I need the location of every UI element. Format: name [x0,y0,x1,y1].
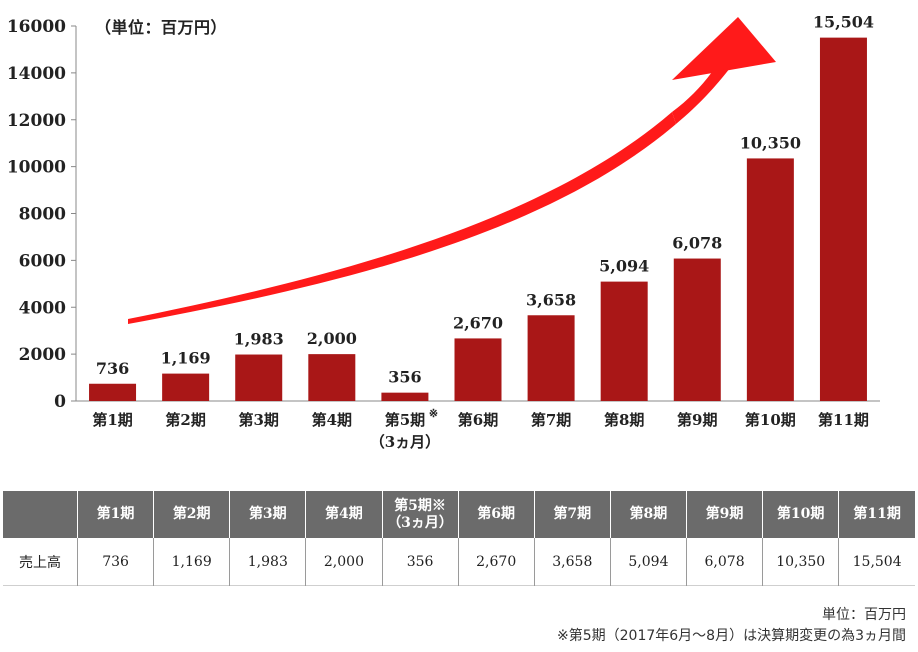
table-header-row: 第1期 第2期 第3期 第4期 第5期※ （3ヵ月） 第6期 第7期 第8期 第9… [3,491,915,538]
x-tick-label: 第1期 [92,411,132,429]
data-label: 2,000 [307,329,357,348]
table-header-cell: 第7期 [533,491,611,538]
sales-table: 第1期 第2期 第3期 第4期 第5期※ （3ヵ月） 第6期 第7期 第8期 第9… [3,491,915,586]
x-tick-label: 第9期 [677,411,717,429]
x-tick-label: 第4期 [312,411,352,429]
y-tick-label: 14000 [7,64,66,84]
bar [89,383,137,401]
data-label: 6,078 [672,234,722,253]
table-cell: 3,658 [533,538,611,586]
table-header-corner [3,491,78,538]
table-header-cell: 第4期 [305,491,382,538]
y-tick-label: 0 [54,392,66,412]
data-label: 3,658 [526,290,576,309]
x-tick-label: 第3期 [239,411,279,429]
growth-arrow-neck [672,68,730,124]
y-tick-label: 12000 [7,111,66,131]
data-label: 2,670 [453,313,503,332]
table-header-cell: 第1期 [76,491,154,538]
bar [308,354,356,401]
table-row: 売上高 736 1,169 1,983 2,000 356 2,670 3,65… [3,538,915,586]
table-header-cell: 第10期 [762,491,839,538]
bar [746,158,794,401]
footnote-note: ※第5期（2017年6月～8月）は決算期変更の為3ヵ月間 [557,628,906,644]
x-tick-note: ※ [429,407,438,420]
table-header-cell: 第5期※ （3ヵ月） [381,491,459,538]
bar [527,315,575,401]
y-tick-label: 6000 [19,251,66,271]
table-cell: 6,078 [685,538,763,586]
table-cell: 15,504 [838,538,915,586]
sales-chart: 0 2000 4000 6000 8000 10000 12000 14000 16000 736… [7,13,880,451]
bar [600,281,648,401]
x-tick-label: 第6期 [458,411,498,429]
x-tick-label: 第10期 [745,411,796,429]
table-header-cell: 第6期 [457,491,535,538]
y-tick-label: 8000 [19,205,66,225]
table-header-cell: 第9期 [685,491,763,538]
data-label: 736 [96,359,129,378]
x-tick-label: 第8期 [604,411,644,429]
x-tick-label: 第11期 [818,411,869,429]
growth-arrow-head [672,17,776,80]
bar [673,258,721,401]
table-cell: 2,670 [457,538,535,586]
table-header-cell: 第8期 [609,491,687,538]
x-tick-label: 第7期 [531,411,571,429]
table-cell: 736 [76,538,154,586]
table-header-cell: 第2期 [153,491,230,538]
table-cell: 356 [381,538,459,586]
table-cell: 10,350 [762,538,839,586]
y-tick-label: 2000 [19,345,66,365]
table-cell: 1,983 [229,538,306,586]
x-tick-label: 第5期 [385,411,425,429]
data-label: 1,169 [161,349,211,368]
bar [454,338,502,401]
bar [162,373,210,401]
chart-unit-label: （単位：百万円） [95,18,228,37]
footnote-unit: 単位：百万円 [822,607,906,623]
data-label: 10,350 [740,133,801,152]
y-tick-label: 10000 [7,158,66,178]
data-label: 356 [388,368,421,387]
table-cell: 2,000 [305,538,382,586]
bar [819,37,867,401]
bar-chart-canvas: 0 2000 4000 6000 8000 10000 12000 14000 16000 736… [7,13,880,451]
table-header-cell: 第11期 [838,491,915,538]
table-cell: 5,094 [609,538,687,586]
x-tick-sublabel: （3ヵ月） [370,433,440,451]
y-tick-label: 16000 [7,17,66,37]
y-tick-label: 4000 [19,298,66,318]
table-cell: 1,169 [153,538,230,586]
row-label: 売上高 [3,538,78,586]
bar [381,392,429,401]
bar [235,354,283,401]
growth-arrow-body [128,112,676,324]
x-tick-label: 第2期 [165,411,205,429]
data-label: 1,983 [234,330,284,349]
table-header-cell: 第3期 [229,491,306,538]
data-label: 15,504 [813,13,874,32]
data-label: 5,094 [599,257,649,276]
